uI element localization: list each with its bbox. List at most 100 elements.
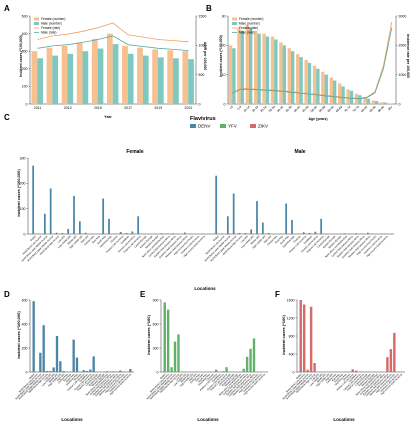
panel-b-legend-label-3: Male (rate) [239,31,254,35]
panel-d-bar-18 [92,356,95,372]
panel-b-bar-male-16 [366,98,370,104]
panel-e-x-tick-11: East Asia [195,373,205,383]
panel-b-left-tick-label-1: 10 [222,73,226,77]
panel-c-legend-swatch-YFV [220,124,226,128]
panel-c-female-x-tick-7: Middle SDI [67,235,78,246]
panel-f-x-tick-10: Central Asia [326,373,338,385]
panel-a-ylabel-left: Incident cases (*100,000) [19,35,23,76]
panel-b-bar-male-2 [249,27,253,104]
panel-a-right-tick-label-0: 0 [199,102,201,106]
panel-c-bar-male-DENV-7 [256,201,258,234]
panel-b-bar-male-9 [307,62,312,104]
panel-e-x-tick-7: Middle SDI [180,373,191,384]
panel-d-bar-29 [129,369,132,372]
panel-d-tick-label-2: 400 [22,322,28,326]
panel-a-legend-swatch-0 [34,17,39,21]
panel-e-bar-18 [225,367,228,372]
panel-f-x-tick-12: South Asia [334,373,345,384]
panel-a-bar-female-2018 [137,47,143,104]
panel-a-bar-female-2019 [152,49,158,104]
panel-d-bar-17 [89,369,92,372]
panel-e-x-tick-9: High SDI [188,373,197,382]
panel-a-ylabel-right: ASIR per 100,000 [203,42,207,70]
panel-f-xlabel: Locations [333,417,355,422]
panel-e-tick-label-0: 0 [157,370,159,374]
panel-c-male-x-tick-10: Central Asia [267,235,279,247]
panel-d-tick-label-0: 0 [26,370,28,374]
panel-a-x-tick-2015: 2015 [94,106,102,110]
panel-c-bar-female-DENV-17 [131,231,134,234]
panel-d-x-tick-12: South Asia [65,373,76,384]
panel-f-bar-16 [354,370,358,372]
panel-a-legend-label-2: Female (rate) [41,26,60,30]
panel-a-bar-male-2019 [157,57,164,104]
panel-d-bar-12 [72,339,75,372]
panel-c-bar-female-DENV-22 [160,233,163,234]
panel-d-tick-label-3: 600 [22,298,28,302]
panel-b-x-tick-0: <5 [229,105,234,110]
panel-b-left-tick-label-0: 0 [224,102,226,106]
panel-f-x-tick-14: Oceania [343,373,352,382]
panel-c-female-x-tick-16: Caribbean [120,235,130,245]
panel-f-bar-4 [313,363,316,372]
panel-f-tick-label-4: 1600 [287,298,295,302]
panel-d-x-tick-9: High SDI [56,373,65,382]
panel-a-bar-male-2013 [67,53,74,104]
panel-c-bar-female-DENV-24 [172,233,175,234]
panel-c-male-x-tick-9: High SDI [263,235,272,244]
panel-c-bar-male-DENV-26 [366,232,369,234]
panel-b-x-tick-14: 70-74 [343,105,351,113]
panel-b-bar-female-0 [228,45,233,104]
panel-b-bar-male-18 [383,102,387,104]
panel-c-bar-male-DENV-8 [261,222,264,234]
panel-c-male-x-tick-14: Oceania [293,235,302,244]
panel-e-bar-25 [249,348,252,372]
panel-b-x-tick-17: 85-89 [368,105,376,113]
panel-b-bar-male-10 [316,68,320,104]
panel-d-bar-13 [75,357,79,372]
panel-b-bar-female-18 [380,102,384,104]
panel-e-bar-24 [245,356,249,372]
panel-c-bar-female-DENV-2 [43,213,46,234]
panel-b-x-tick-15: 75-79 [352,105,360,113]
panel-b-bar-female-9 [304,60,308,104]
panel-d-bar-8 [59,361,62,372]
panel-f-tick-label-2: 800 [289,334,295,338]
panel-e-ylabel: Incident cases (*100) [146,315,151,355]
panel-a-right-tick-label-1: 500 [199,73,205,77]
panel-c-bar-female-DENV-9 [84,232,87,234]
panel-a-x-tick-2021: 2021 [185,106,193,110]
panel-e-tick-label-3: 900 [153,298,159,302]
panel-b-bar-male-1 [240,30,244,105]
panel-a-bar-female-2011 [31,51,38,104]
panel-a-bar-male-2011 [37,58,43,104]
panel-b-x-tick-11: 55-59 [318,105,326,113]
panel-c-male-title: Male [294,149,305,155]
panel-d-bar-7 [55,336,59,372]
panel-a-bar-male-2012 [52,55,59,104]
panel-d-bar-6 [52,367,55,372]
panel-b-bar-female-10 [312,65,317,104]
panel-f-ylabel: Incident cases (*100) [281,315,286,355]
panel-c-bar-male-DENV-22 [343,233,346,234]
panel-b-xlabel: Age (years) [308,117,327,121]
panel-b-bar-female-11 [321,71,325,104]
panel-d-bar-4 [45,371,49,372]
panel-d-bar-9 [62,371,65,372]
panel-a-right-tick-label-2: 1000 [199,44,207,48]
panel-b-x-tick-3: 15-19 [251,105,259,113]
panel-c-xlabel: Locations [194,286,216,291]
panel-c-bar-female-DENV-15 [119,231,122,234]
panel-c-legend-label-ZIKV: ZIKV [258,124,268,129]
panel-letter-f: F [275,290,280,299]
panel-d-bar-5 [49,371,52,372]
panel-c-female-x-tick-10: Central Asia [84,235,96,247]
panel-c-bar-female-DENV-8 [78,221,81,234]
panel-c-female-x-tick-0: Global [30,235,37,242]
panel-c-ylabel: Incident cases (*100,000) [16,169,21,217]
panel-a-x-tick-2019: 2019 [154,106,162,110]
panel-a-left-tick-label-4: 400 [22,32,28,36]
panel-d-x-tick-7: Middle SDI [48,373,59,384]
panel-d-bar-3 [42,325,45,372]
